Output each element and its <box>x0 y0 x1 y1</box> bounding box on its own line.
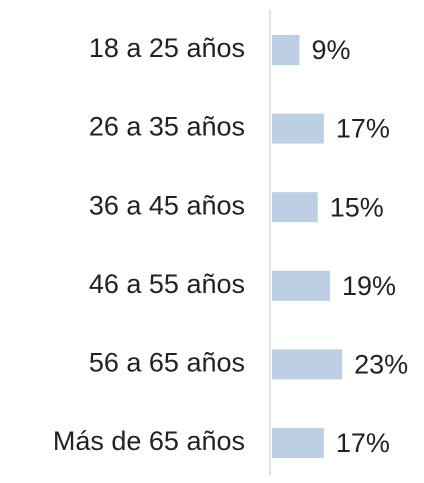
value-label: 17% <box>336 114 390 144</box>
value-label: 15% <box>330 192 384 222</box>
bar <box>272 113 324 144</box>
bar <box>272 428 324 458</box>
value-label: 17% <box>336 428 390 458</box>
category-label: 46 a 55 años <box>89 269 245 299</box>
category-label: 26 a 35 años <box>89 112 245 142</box>
bar <box>272 35 300 65</box>
bar <box>272 192 318 223</box>
value-label: 23% <box>354 350 408 380</box>
category-label: 18 a 25 años <box>89 33 245 63</box>
value-label: 19% <box>342 271 396 301</box>
category-label: Más de 65 años <box>53 426 245 456</box>
category-label: 36 a 45 años <box>89 190 245 220</box>
bar <box>272 270 330 301</box>
category-label: 56 a 65 años <box>89 348 245 378</box>
bar <box>272 349 343 380</box>
value-label: 9% <box>311 35 350 65</box>
